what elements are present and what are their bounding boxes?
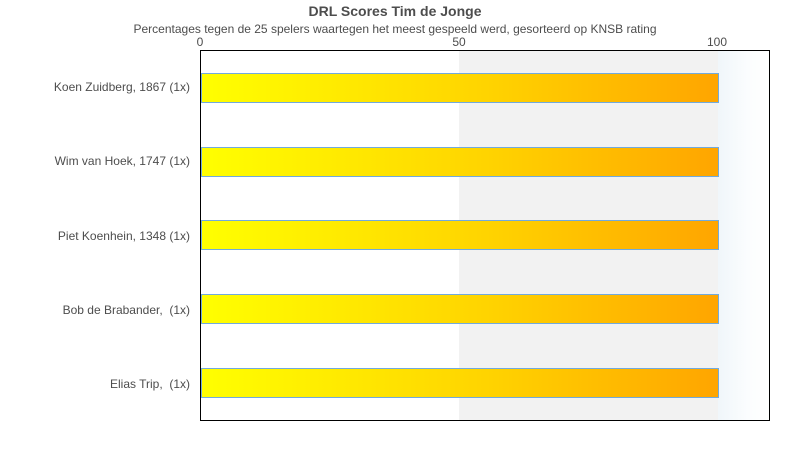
bar [201, 220, 719, 251]
bar-row [201, 346, 769, 420]
chart-title: DRL Scores Tim de Jonge [308, 3, 482, 19]
bar-row [201, 199, 769, 273]
bar [201, 146, 719, 177]
y-axis-label-row: Wim van Hoek, 1747 (1x) [0, 124, 190, 198]
bar-row [201, 272, 769, 346]
bar [201, 368, 719, 399]
y-axis-label: Elias Trip, (1x) [109, 376, 190, 391]
plot-area [200, 50, 770, 421]
y-axis-label: Koen Zuidberg, 1867 (1x) [53, 80, 190, 95]
y-axis-label: Bob de Brabander, (1x) [62, 302, 190, 317]
grid-band-right [717, 51, 768, 420]
y-axis-label-row: Elias Trip, (1x) [0, 347, 190, 421]
y-axis-label: Piet Koenhein, 1348 (1x) [57, 228, 190, 243]
bar-rows [201, 51, 769, 420]
bar-row [201, 125, 769, 199]
y-axis-label-row: Piet Koenhein, 1348 (1x) [0, 198, 190, 272]
chart-subtitle: Percentages tegen de 25 spelers waartege… [133, 22, 657, 36]
y-axis-label-row: Koen Zuidberg, 1867 (1x) [0, 50, 190, 124]
y-axis-labels: Koen Zuidberg, 1867 (1x) Wim van Hoek, 1… [0, 50, 190, 421]
y-axis-label-row: Bob de Brabander, (1x) [0, 273, 190, 347]
bar-row [201, 51, 769, 125]
x-axis-tick-100: 100 [706, 35, 728, 49]
bar [201, 72, 719, 103]
x-axis-tick-50: 50 [452, 35, 466, 49]
bar [201, 294, 719, 325]
y-axis-label: Wim van Hoek, 1747 (1x) [54, 154, 190, 169]
x-axis-tick-0: 0 [196, 35, 204, 49]
